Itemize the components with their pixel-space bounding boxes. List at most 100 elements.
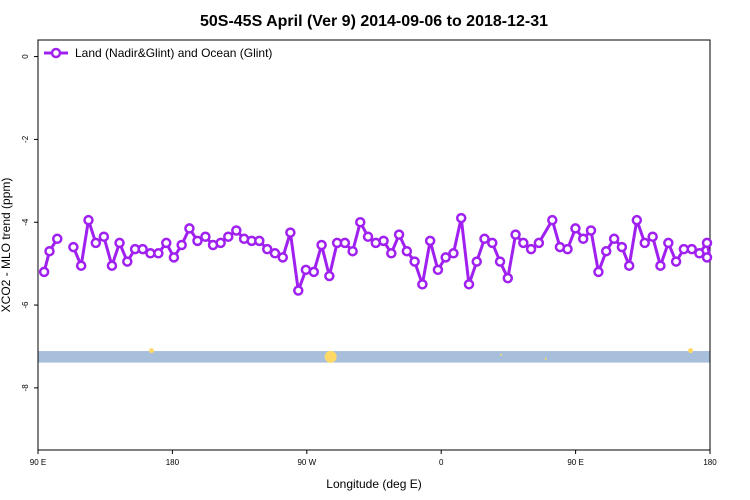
y-tick-label-3: -6 (21, 301, 30, 309)
data-point (176, 239, 187, 251)
data-point (223, 231, 234, 242)
data-point (608, 233, 620, 245)
data-point (215, 237, 226, 249)
data-point (68, 241, 79, 253)
data-point (510, 229, 521, 240)
data-point (293, 285, 304, 296)
data-point (417, 279, 428, 290)
y-tick-label-1: -2 (21, 135, 30, 143)
data-point (38, 266, 50, 278)
data-point (231, 225, 242, 236)
data-point (393, 229, 405, 240)
data-point (616, 241, 628, 253)
band-marker-3 (544, 357, 547, 360)
data-point (593, 266, 604, 278)
data-point (75, 260, 87, 271)
data-point (378, 235, 389, 247)
data-point (324, 270, 335, 282)
data-point (409, 256, 420, 267)
band-marker-2 (499, 353, 502, 356)
x-axis: 90 E 180 90 W 0 90 E 180 (30, 450, 717, 467)
data-point (269, 248, 281, 259)
data-point (639, 237, 650, 249)
data-point (440, 252, 451, 263)
data-point (285, 227, 296, 238)
x-tick-label-4: 90 E (567, 458, 583, 467)
band-marker-1 (324, 350, 337, 363)
data-point (254, 235, 265, 247)
legend: Land (Nadir&Glint) and Ocean (Glint) (44, 46, 272, 60)
band-markers (148, 348, 694, 363)
data-point (655, 260, 666, 271)
y-axis: 0 -2 -4 -6 -8 (21, 54, 38, 392)
data-point (487, 237, 498, 249)
data-point (600, 245, 612, 257)
data-point (547, 214, 558, 226)
data-point (168, 252, 180, 263)
data-point (533, 237, 545, 249)
data-point (98, 231, 110, 242)
data-point (525, 243, 537, 255)
y-axis-label: XCO2 - MLO trend (ppm) (0, 178, 13, 313)
legend-label: Land (Nadir&Glint) and Ocean (Glint) (75, 46, 272, 60)
data-point (153, 248, 164, 259)
data-point (192, 235, 203, 247)
data-point (562, 243, 573, 255)
data-point (200, 231, 211, 242)
x-tick-label-5: 180 (703, 458, 717, 467)
data-point (83, 214, 94, 226)
x-tick-label-3: 0 (439, 458, 444, 467)
x-tick-label-2: 90 W (297, 458, 316, 467)
data-point (623, 260, 635, 271)
y-tick-label-0: 0 (21, 54, 30, 59)
data-point (52, 233, 63, 245)
data-point (277, 252, 289, 263)
y-tick-label-4: -8 (21, 384, 30, 392)
data-point (694, 248, 705, 259)
data-point (44, 245, 55, 257)
data-point (577, 233, 589, 245)
band-marker-0 (148, 348, 154, 354)
data-point (463, 279, 475, 290)
data-point (471, 256, 482, 267)
data-point (401, 245, 413, 257)
data-point (701, 252, 713, 263)
data-point (585, 225, 597, 236)
data-point (663, 237, 674, 249)
data-point (261, 243, 273, 255)
background-band (38, 351, 710, 363)
data-point (386, 248, 397, 259)
data-point (339, 237, 351, 249)
data-point (502, 272, 514, 284)
data-point (631, 214, 643, 226)
data-point (479, 233, 490, 245)
data-point (686, 243, 698, 255)
data-point (494, 256, 506, 267)
data-point (308, 266, 320, 278)
data-point (701, 237, 713, 249)
series-points (38, 212, 713, 296)
data-point (647, 231, 658, 242)
data-point (114, 237, 125, 249)
band-marker-4 (688, 348, 694, 354)
data-point (106, 260, 118, 271)
x-tick-label-1: 180 (166, 458, 180, 467)
data-point (122, 256, 133, 267)
data-point (432, 264, 444, 276)
data-point (455, 212, 467, 224)
chart-title: 50S-45S April (Ver 9) 2014-09-06 to 2018… (200, 13, 548, 30)
plot-area (37, 39, 713, 451)
data-point (424, 235, 436, 247)
y-tick-label-2: -4 (21, 218, 30, 226)
data-point (347, 245, 358, 257)
data-point (448, 248, 459, 259)
data-point (90, 237, 102, 249)
x-tick-label-0: 90 E (30, 458, 46, 467)
data-point (670, 256, 682, 267)
data-point (161, 237, 172, 249)
data-point (518, 237, 529, 249)
data-point (184, 223, 195, 234)
data-point (355, 216, 366, 228)
data-point (570, 223, 581, 234)
